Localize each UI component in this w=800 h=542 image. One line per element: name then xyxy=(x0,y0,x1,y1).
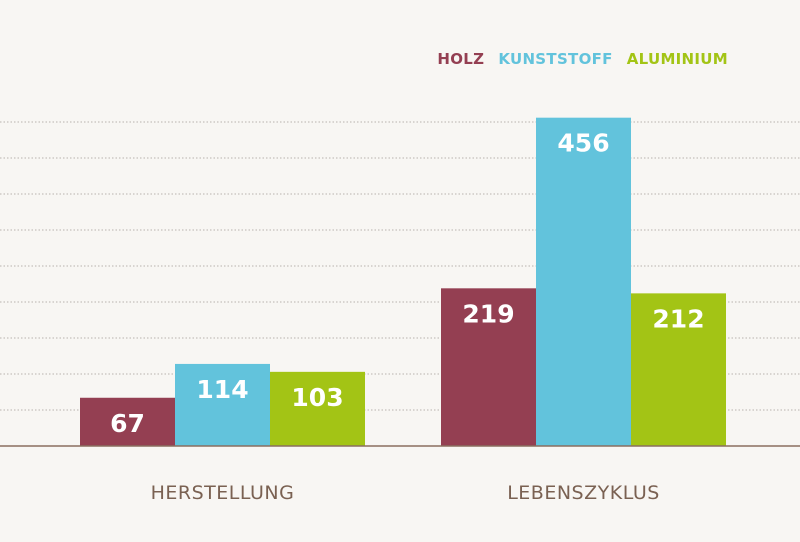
bar-kunststoff-lebenszyklus xyxy=(536,117,631,447)
data-label: 219 xyxy=(462,299,514,328)
bar-kunststoff-herstellung xyxy=(175,363,270,446)
bars: 67 114 103 219 456 212 xyxy=(80,117,726,447)
category-label: LEBENSZYKLUS xyxy=(507,482,660,504)
data-label: 212 xyxy=(652,304,704,333)
data-label: 114 xyxy=(196,375,248,404)
data-label: 67 xyxy=(110,409,145,438)
data-label: 103 xyxy=(291,383,343,412)
gridlines xyxy=(0,121,800,411)
legend-entry: HOLZ xyxy=(437,50,484,68)
legend-entry: KUNSTSTOFF xyxy=(498,50,612,68)
bar-holz-herstellung xyxy=(80,397,175,446)
bar-aluminium-herstellung xyxy=(270,371,365,446)
legend-entry: ALUMINIUM xyxy=(627,50,728,68)
category-labels: HERSTELLUNG LEBENSZYKLUS xyxy=(151,482,660,504)
legend: ALUMINIUM KUNSTSTOFF HOLZ xyxy=(437,50,728,68)
bar-aluminium-lebenszyklus xyxy=(631,293,726,446)
data-label: 456 xyxy=(557,129,609,158)
bar-holz-lebenszyklus xyxy=(441,288,536,446)
category-label: HERSTELLUNG xyxy=(151,482,295,504)
